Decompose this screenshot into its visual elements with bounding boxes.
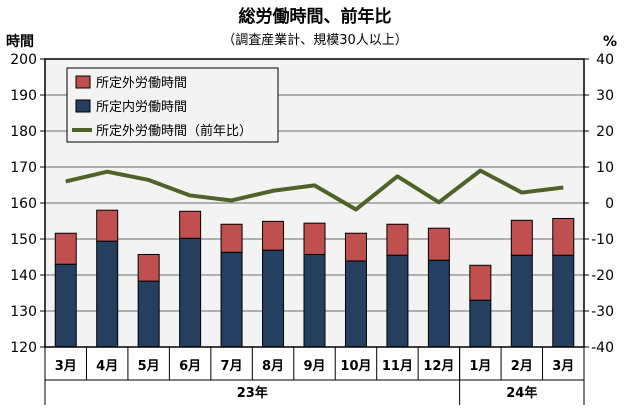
bar-scheduled	[55, 264, 76, 347]
bar-overtime	[221, 224, 242, 252]
bar-scheduled	[180, 238, 201, 347]
bar-scheduled	[221, 252, 242, 347]
bar-scheduled	[97, 241, 118, 347]
bar-scheduled	[428, 260, 449, 347]
y-axis-label: 時間	[6, 33, 34, 50]
y-tick-label: 130	[10, 304, 37, 320]
legend-label-yoy: 所定外労働時間（前年比）	[96, 123, 252, 139]
y2-tick-label: 10	[596, 160, 614, 176]
bar-scheduled	[387, 255, 408, 347]
y-tick-label: 200	[10, 52, 37, 68]
y2-tick-label: 40	[596, 52, 614, 68]
y2-tick-label: 20	[596, 124, 614, 140]
x-tick-label: 12月	[423, 359, 454, 374]
x-tick-label: 2月	[511, 359, 533, 374]
legend-label-overtime: 所定外労働時間	[96, 76, 187, 91]
x-tick-label: 10月	[340, 359, 371, 374]
x-tick-label: 4月	[96, 359, 118, 374]
chart-subtitle: （調査産業計、規模30人以上）	[222, 32, 408, 48]
bar-overtime	[387, 224, 408, 255]
x-tick-label: 7月	[221, 359, 243, 374]
x-tick-label: 11月	[382, 359, 413, 374]
legend: 所定外労働時間 所定内労働時間 所定外労働時間（前年比）	[67, 68, 278, 142]
y-tick-label: 190	[10, 88, 37, 104]
bar-scheduled	[263, 250, 284, 347]
bar-overtime	[180, 211, 201, 238]
bar-overtime	[97, 210, 118, 241]
year-group-label: 23年	[237, 385, 268, 401]
y2-tick-label: 0	[605, 196, 614, 212]
bar-scheduled	[138, 281, 159, 347]
bar-scheduled	[511, 255, 532, 347]
legend-swatch-scheduled	[76, 100, 90, 112]
legend-label-scheduled: 所定内労働時間	[96, 99, 187, 115]
y2-tick-label: -20	[591, 268, 614, 284]
bar-overtime	[345, 233, 366, 261]
bar-scheduled	[345, 261, 366, 347]
y-tick-label: 120	[10, 340, 37, 356]
legend-swatch-overtime	[76, 76, 90, 88]
bar-scheduled	[553, 255, 574, 347]
y2-axis-label: %	[603, 34, 617, 50]
y2-tick-label: -10	[591, 232, 614, 248]
x-tick-label: 5月	[138, 359, 160, 374]
bar-scheduled	[304, 254, 325, 347]
year-group-label: 24年	[506, 385, 537, 401]
bar-overtime	[553, 218, 574, 255]
y-tick-label: 170	[10, 160, 37, 176]
x-tick-label: 1月	[469, 359, 491, 374]
x-tick-label: 6月	[179, 359, 201, 374]
bar-overtime	[428, 228, 449, 260]
bar-overtime	[511, 220, 532, 255]
x-tick-label: 3月	[55, 359, 77, 374]
bar-overtime	[263, 221, 284, 250]
x-tick-label: 8月	[262, 359, 284, 374]
y-tick-label: 180	[10, 124, 37, 140]
bar-overtime	[55, 233, 76, 264]
y-tick-label: 160	[10, 196, 37, 212]
y2-tick-label: 30	[596, 88, 614, 104]
x-tick-label: 3月	[552, 359, 574, 374]
bar-overtime	[304, 223, 325, 254]
bar-overtime	[138, 254, 159, 281]
y2-tick-label: -30	[591, 304, 614, 320]
chart-title: 総労働時間、前年比	[239, 6, 392, 27]
y-tick-label: 150	[10, 232, 37, 248]
bar-scheduled	[470, 300, 491, 347]
x-tick-label: 9月	[303, 359, 325, 374]
y2-tick-label: -40	[591, 340, 614, 356]
y-tick-label: 140	[10, 268, 37, 284]
bar-overtime	[470, 265, 491, 300]
